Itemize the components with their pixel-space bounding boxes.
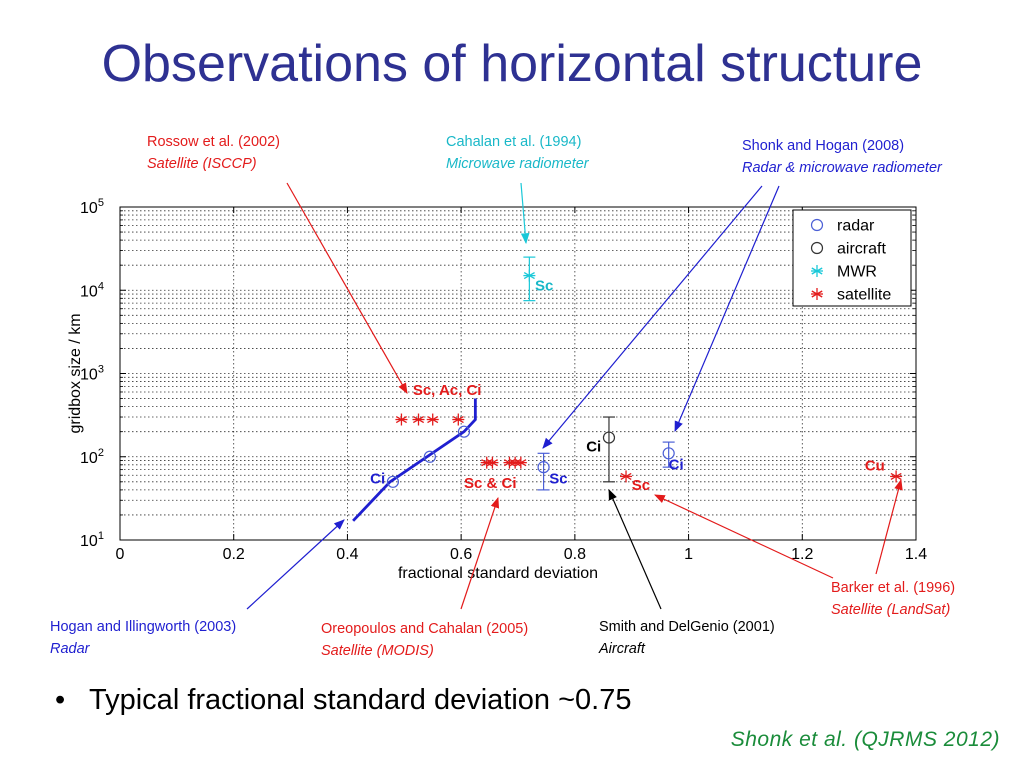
legend-label: MWR [837, 264, 877, 281]
reference-method: Radar [50, 641, 90, 657]
reference-method: Aircraft [599, 641, 645, 657]
x-tick-label: 1 [684, 546, 693, 563]
y-tick-label: 102 [80, 447, 104, 467]
reference-method: Satellite (LandSat) [831, 602, 951, 618]
y-tick-label: 101 [80, 530, 104, 550]
reference-method: Radar & microwave radiometer [742, 160, 942, 176]
point-annotation: Sc, Ac, Ci [413, 382, 482, 399]
point-annotation: Sc & Ci [464, 475, 517, 492]
data-point-radar [386, 475, 400, 488]
reference-arrow [875, 478, 903, 575]
bullet-text: Typical fractional standard deviation ~0… [89, 684, 632, 716]
reference-barker: Barker et al. (1996) Satellite (LandSat) [831, 577, 955, 621]
bullet-icon: • [55, 684, 66, 716]
point-annotation: Sc [535, 277, 553, 294]
legend-marker [810, 218, 824, 232]
reference-shonk-hogan: Shonk and Hogan (2008) Radar & microwave… [742, 135, 942, 179]
data-point-satellite [395, 413, 408, 426]
y-tick-label: 103 [80, 364, 104, 384]
data-point-satellite [426, 413, 439, 426]
legend-box [792, 209, 912, 307]
legend-marker [811, 265, 823, 277]
data-point-radar [662, 447, 675, 460]
reference-name: Barker et al. (1996) [831, 580, 956, 596]
reference-arrow [246, 519, 345, 610]
x-tick-label: 1.4 [905, 546, 927, 563]
reference-name: Hogan and Illingworth (2003) [50, 619, 237, 635]
x-tick-label: 0.6 [450, 546, 472, 563]
reference-rossow: Rossow et al. (2002) Satellite (ISCCP) [147, 131, 280, 175]
x-tick-label: 1.2 [791, 546, 813, 563]
x-axis-label: fractional standard deviation [398, 565, 598, 582]
reference-smith-delgenio: Smith and DelGenio (2001) Aircraft [599, 616, 775, 660]
y-axis-label: gridbox size / km [67, 313, 84, 433]
reference-method: Satellite (ISCCP) [147, 156, 257, 172]
reference-oreopoulos: Oreopoulos and Cahalan (2005) Satellite … [321, 618, 528, 662]
reference-arrow [286, 182, 408, 394]
data-point-radar [457, 425, 471, 438]
point-annotation: Cu [865, 458, 885, 475]
legend-marker [811, 288, 823, 300]
legend-marker [810, 241, 824, 255]
data-point-MWR [523, 269, 536, 282]
data-point-aircraft [602, 431, 616, 444]
data-point-radar [423, 450, 436, 463]
x-tick-label: 0.8 [564, 546, 586, 563]
point-annotation: Sc [549, 470, 567, 487]
citation-credit: Shonk et al. (QJRMS 2012) [730, 728, 1000, 751]
x-tick-label: 0.2 [223, 546, 245, 563]
reference-method: Satellite (MODIS) [321, 643, 434, 659]
y-tick-label: 105 [80, 197, 104, 217]
data-point-satellite [486, 456, 499, 469]
point-annotation: Ci [586, 439, 601, 456]
data-point-satellite [452, 413, 465, 426]
data-point-satellite [620, 470, 633, 483]
legend-label: satellite [837, 287, 891, 304]
x-tick-label: 0.4 [336, 546, 358, 563]
reference-arrow [542, 185, 763, 449]
slide-title: Observations of horizontal structure [101, 35, 923, 93]
data-point-satellite [412, 413, 425, 426]
reference-arrow [460, 496, 500, 610]
reference-arrow [608, 489, 662, 610]
point-annotation: Ci [669, 457, 684, 474]
legend-label: radar [837, 218, 875, 235]
reference-cahalan: Cahalan et al. (1994) Microwave radiomet… [446, 131, 589, 175]
reference-hogan-illingworth: Hogan and Illingworth (2003) Radar [50, 616, 236, 660]
reference-arrow [520, 182, 530, 245]
reference-arrow [674, 185, 780, 432]
y-tick-label: 104 [80, 280, 104, 300]
reference-name: Shonk and Hogan (2008) [742, 138, 905, 154]
point-annotation: Ci [370, 470, 385, 487]
reference-name: Oreopoulos and Cahalan (2005) [321, 621, 529, 637]
radar-fit-curve [352, 398, 477, 522]
point-annotation: Sc [632, 477, 650, 494]
x-tick-label: 0 [116, 546, 125, 563]
data-point-radar [537, 461, 550, 474]
legend-label: aircraft [837, 241, 886, 258]
reference-name: Smith and DelGenio (2001) [599, 619, 775, 635]
reference-name: Cahalan et al. (1994) [446, 134, 582, 150]
reference-name: Rossow et al. (2002) [147, 134, 280, 150]
reference-arrow [654, 494, 834, 579]
data-point-satellite [514, 456, 527, 469]
bullet-point: • Typical fractional standard deviation ~… [55, 684, 631, 717]
reference-method: Microwave radiometer [446, 156, 589, 172]
